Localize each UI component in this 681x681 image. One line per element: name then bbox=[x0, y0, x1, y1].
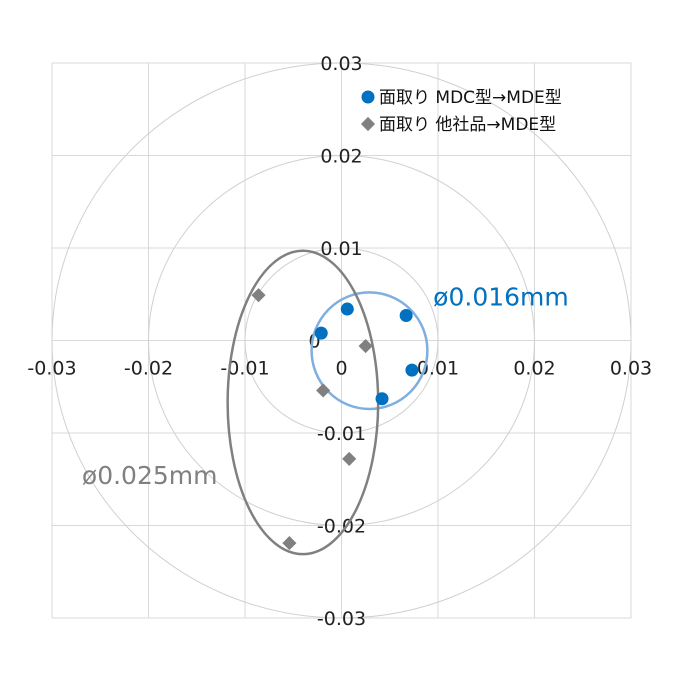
data-points bbox=[251, 288, 419, 551]
circle-point bbox=[340, 302, 354, 316]
circle-point bbox=[375, 392, 389, 406]
x-tick-label: 0 bbox=[335, 358, 347, 380]
y-tick-label: -0.03 bbox=[317, 608, 366, 630]
legend-entry: 面取り 他社品→MDE型 bbox=[379, 115, 556, 135]
y-tick-label: -0.02 bbox=[317, 516, 366, 538]
polar-ring bbox=[148, 155, 535, 526]
tolerance-ellipse bbox=[226, 249, 380, 556]
circle-point bbox=[361, 90, 375, 104]
y-tick-label: -0.01 bbox=[317, 423, 366, 445]
diamond-point bbox=[358, 338, 373, 354]
x-tick-label: -0.02 bbox=[124, 358, 173, 380]
diameter-label: ø0.025mm bbox=[82, 461, 218, 490]
x-tick-label: 0.01 bbox=[417, 358, 459, 380]
x-tick-label: 0.02 bbox=[513, 358, 555, 380]
y-tick-label: 0.03 bbox=[320, 53, 362, 75]
circle-point bbox=[405, 363, 419, 377]
diamond-point bbox=[360, 116, 376, 132]
x-tick-label: 0.03 bbox=[610, 358, 652, 380]
circle-point bbox=[399, 309, 413, 323]
annotation-labels: ø0.016mm ø0.025mm bbox=[82, 282, 569, 490]
diameter-label: ø0.016mm bbox=[433, 282, 569, 311]
y-tick-label: 0.02 bbox=[320, 146, 362, 168]
diamond-point bbox=[251, 288, 266, 303]
diamond-point bbox=[342, 451, 357, 466]
x-tick-label: -0.01 bbox=[220, 358, 269, 380]
grid bbox=[51, 62, 632, 619]
tolerance-ellipse bbox=[310, 291, 429, 411]
tick-labels: -0.03 -0.02 -0.01 0 0.01 0.02 0.03 0.03 0.02 0.01… bbox=[27, 53, 652, 630]
polar-ring bbox=[51, 62, 632, 619]
circle-point bbox=[314, 326, 328, 340]
legend-entry: 面取り MDC型→MDE型 bbox=[379, 88, 562, 108]
x-tick-label: -0.03 bbox=[27, 358, 76, 380]
polar-ring bbox=[244, 247, 439, 434]
y-tick-label: 0.01 bbox=[320, 238, 362, 260]
diamond-point bbox=[316, 383, 331, 398]
diamond-point bbox=[282, 536, 297, 551]
